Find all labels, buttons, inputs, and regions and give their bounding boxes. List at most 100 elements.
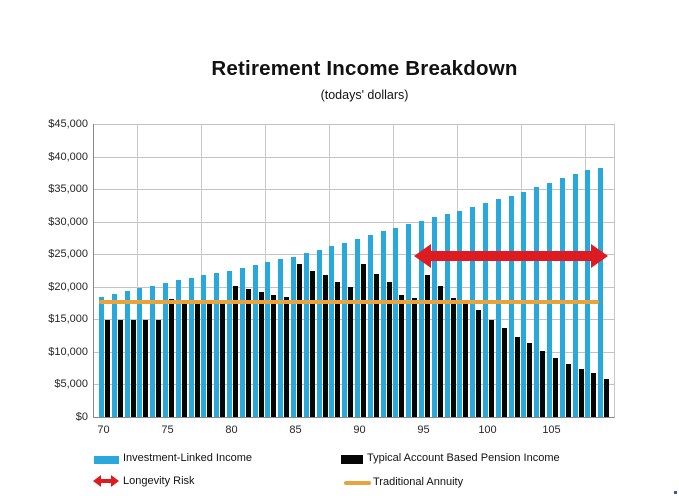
pension-bar-72 (130, 320, 136, 417)
pension-bar-71 (117, 320, 123, 417)
pension-bar-109 (604, 378, 610, 417)
investment-bar-73 (137, 288, 143, 417)
pension-bar-90 (361, 264, 366, 417)
investment-linked-income-label: Investment-Linked Income (123, 452, 253, 464)
x-tick-label: 90 (353, 424, 366, 436)
traditional-annuity-line (99, 300, 599, 305)
gridline-h (94, 189, 614, 190)
investment-bar-106 (559, 178, 565, 417)
investment-bar-84 (278, 259, 284, 417)
gridline-v (456, 124, 458, 417)
pension-bar-108 (591, 372, 597, 417)
pension-bar-98 (463, 299, 469, 417)
investment-bar-77 (188, 277, 194, 417)
legend-arrow-left-icon (93, 475, 101, 487)
gridline-h (94, 352, 614, 353)
pension-bar-92 (386, 282, 392, 417)
pension-bar-107 (578, 368, 584, 417)
investment-bar-105 (547, 183, 552, 417)
investment-bar-97 (444, 213, 450, 417)
longevity-risk-label: Longevity Risk (123, 475, 195, 487)
x-tick-label: 105 (542, 424, 561, 436)
pension-bar-99 (476, 310, 482, 417)
investment-bar-91 (367, 235, 373, 417)
investment-bar-81 (239, 267, 245, 417)
x-tick-label: 80 (225, 424, 238, 436)
pension-bar-84 (284, 296, 290, 417)
y-tick-label: $25,000 (48, 248, 88, 260)
investment-bar-83 (265, 262, 271, 417)
investment-linked-income-swatch (94, 456, 119, 464)
investment-bar-94 (406, 224, 412, 417)
pension-bar-104 (540, 350, 546, 417)
investment-bar-85 (291, 256, 296, 417)
gridline-v (392, 124, 394, 417)
investment-bar-107 (572, 173, 578, 417)
investment-bar-98 (457, 210, 463, 417)
investment-bar-82 (252, 265, 258, 417)
y-tick-label: $5,000 (54, 378, 88, 390)
chart-subtitle: (todays' dollars) (320, 88, 409, 102)
investment-bar-79 (214, 272, 220, 417)
y-tick-label: $15,000 (48, 313, 88, 325)
pension-bar-81 (245, 288, 251, 417)
pension-bar-85 (297, 264, 302, 417)
blue-dot-artifact (674, 491, 677, 494)
investment-bar-71 (111, 293, 117, 417)
traditional-annuity-label: Traditional Annuity (373, 476, 464, 488)
pension-bar-70 (105, 320, 110, 417)
pension-income-swatch (341, 455, 363, 464)
pension-bar-95 (425, 275, 430, 417)
pension-bar-76 (181, 300, 187, 417)
gridline-h (94, 222, 614, 223)
gridline-h (94, 384, 614, 385)
pension-bar-73 (143, 320, 149, 417)
investment-bar-80 (227, 270, 232, 417)
investment-bar-72 (124, 291, 130, 417)
investment-bar-75 (163, 282, 168, 417)
traditional-annuity-swatch (344, 481, 371, 485)
gridline-v (264, 124, 266, 417)
investment-bar-87 (316, 250, 322, 417)
longevity-risk-swatch (93, 475, 119, 487)
legend-arrow-right-icon (111, 475, 119, 487)
pension-bar-87 (322, 275, 328, 417)
pension-bar-88 (335, 282, 341, 417)
investment-bar-74 (150, 285, 156, 417)
x-tick-label: 85 (289, 424, 302, 436)
pension-bar-106 (565, 363, 571, 417)
gridline-v (200, 124, 202, 417)
y-tick-label: $0 (75, 411, 88, 423)
investment-bar-101 (495, 199, 501, 417)
investment-bar-89 (342, 242, 348, 417)
pension-bar-77 (194, 300, 200, 417)
investment-bar-76 (175, 280, 181, 417)
investment-bar-95 (419, 220, 424, 417)
investment-bar-93 (393, 227, 399, 417)
x-tick-label: 70 (97, 424, 110, 436)
pension-bar-74 (156, 320, 162, 417)
pension-bar-103 (527, 343, 533, 417)
arrow-shaft (428, 251, 594, 262)
gridline-h (94, 254, 614, 255)
investment-bar-78 (201, 275, 207, 417)
pension-bar-86 (309, 270, 315, 417)
arrow-left-head-icon (414, 244, 432, 269)
pension-bar-91 (373, 273, 379, 417)
investment-bar-96 (431, 217, 437, 417)
pension-bar-97 (450, 297, 456, 417)
y-tick-label: $10,000 (48, 346, 88, 358)
gridline-v (136, 124, 138, 417)
investment-bar-109 (598, 167, 604, 417)
pension-bar-100 (489, 320, 494, 417)
y-tick-label: $45,000 (48, 118, 88, 130)
pension-bar-75 (169, 298, 174, 417)
x-tick-label: 100 (478, 424, 497, 436)
investment-bar-100 (483, 203, 488, 417)
pension-bar-94 (412, 297, 418, 417)
investment-bar-108 (585, 170, 591, 417)
x-tick-label: 95 (417, 424, 430, 436)
pension-income-label: Typical Account Based Pension Income (367, 452, 560, 464)
investment-bar-99 (470, 207, 476, 417)
